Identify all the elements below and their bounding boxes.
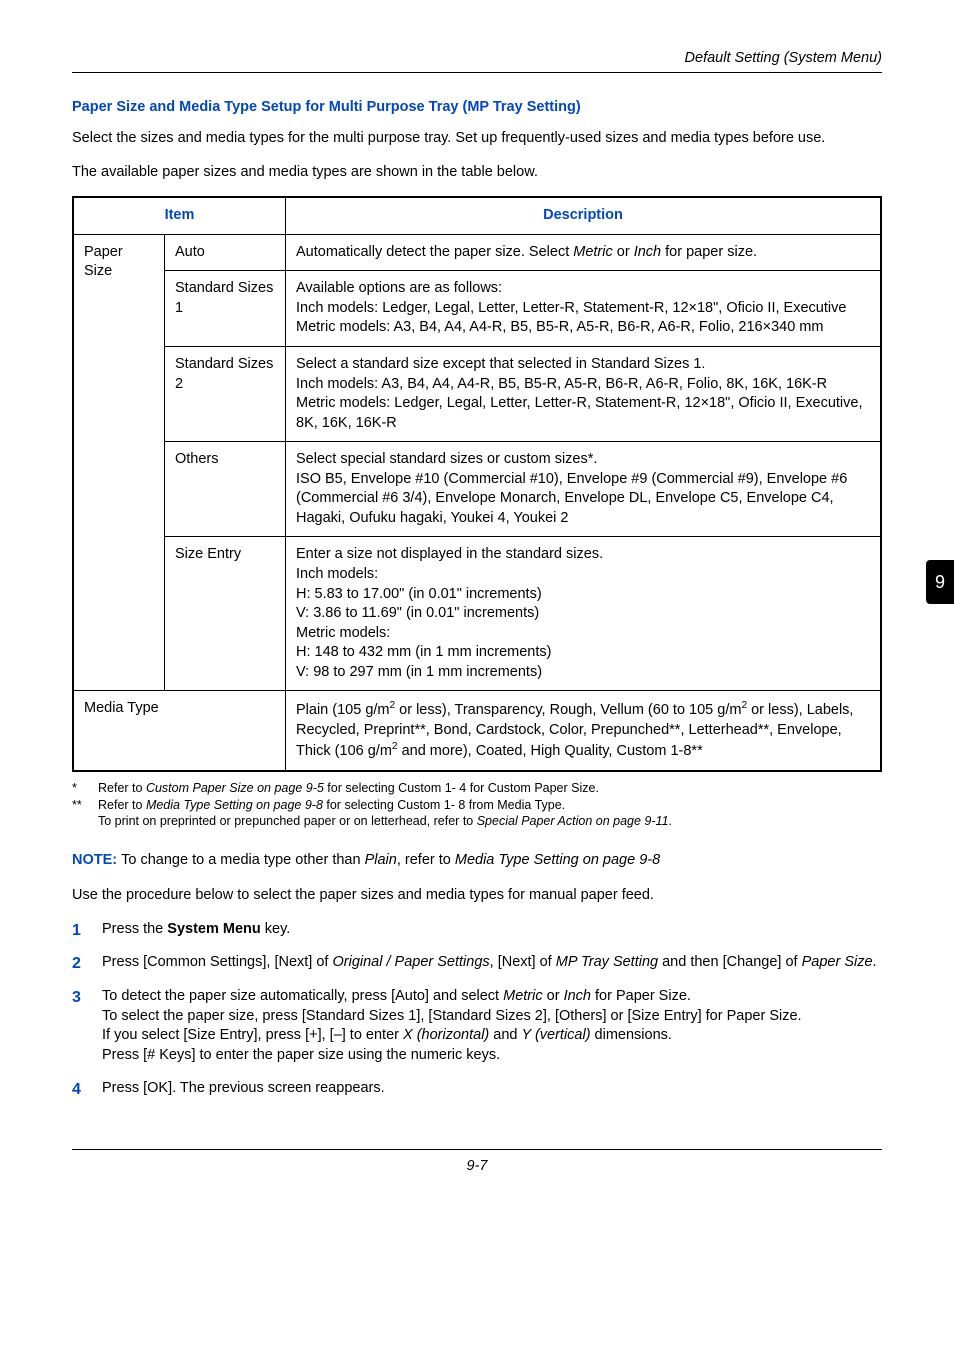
text-italic: Inch [564,988,591,1004]
table-header-row: Item Description [73,197,881,234]
page-number: 9-7 [467,1158,488,1174]
text-italic: X (horizontal) [403,1027,489,1043]
text: Refer to [98,798,146,812]
cell-size-entry-desc: Enter a size not displayed in the standa… [286,537,882,691]
text-italic: Custom Paper Size on page 9-5 [146,781,324,795]
paper-size-table: Item Description Paper Size Auto Automat… [72,196,882,772]
note-label: NOTE: [72,852,121,868]
table-row: Size Entry Enter a size not displayed in… [73,537,881,691]
cell-std2: Standard Sizes 2 [165,346,286,441]
footnote-row: * Refer to Custom Paper Size on page 9-5… [72,780,882,797]
footnote-mark: ** [72,797,98,814]
text: . [873,954,877,970]
text-italic: Media Type Setting on page 9-8 [455,852,660,868]
text-bold: System Menu [167,921,260,937]
text: Press the [102,921,167,937]
table-row: Media Type Plain (105 g/m2 or less), Tra… [73,691,881,771]
footnote-row: To print on preprinted or prepunched pap… [72,813,882,830]
cell-media-type-desc: Plain (105 g/m2 or less), Transparency, … [286,691,882,771]
text: and [489,1027,521,1043]
text-italic: Original / Paper Settings [332,954,489,970]
step-2: Press [Common Settings], [Next] of Origi… [72,953,882,973]
text: and then [Change] of [658,954,802,970]
text: . [669,814,672,828]
text: To print on preprinted or prepunched pap… [98,814,477,828]
text: , [Next] of [490,954,556,970]
cell-std1: Standard Sizes 1 [165,271,286,347]
text-italic: Metric [573,244,612,260]
cell-others-desc: Select special standard sizes or custom … [286,442,882,537]
text: for selecting Custom 1- 8 from Media Typ… [323,798,565,812]
table-header-description: Description [286,197,882,234]
text: or less), Transparency, Rough, Vellum (6… [395,702,741,718]
cell-std2-desc: Select a standard size except that selec… [286,346,882,441]
page-content: Default Setting (System Menu) Paper Size… [0,0,954,1224]
footnote-mark: * [72,780,98,797]
footnote-text: To print on preprinted or prepunched pap… [98,813,672,830]
intro-paragraph-2: The available paper sizes and media type… [72,163,882,183]
table-header-item: Item [73,197,286,234]
text-italic: Metric [503,988,542,1004]
text-italic: Media Type Setting on page 9-8 [146,798,323,812]
text: for selecting Custom 1- 4 for Custom Pap… [324,781,599,795]
cell-others: Others [165,442,286,537]
running-head: Default Setting (System Menu) [72,50,882,66]
cell-media-type: Media Type [73,691,286,771]
text-italic: Y (vertical) [522,1027,591,1043]
table-row: Others Select special standard sizes or … [73,442,881,537]
text: and more), Coated, High Quality, Custom … [398,743,703,759]
text: or [543,988,564,1004]
step-4: Press [OK]. The previous screen reappear… [72,1079,882,1099]
cell-auto: Auto [165,234,286,271]
text-italic: Inch [634,244,661,260]
text: To select the paper size, press [Standar… [102,1008,802,1024]
step-3: To detect the paper size automatically, … [72,987,882,1065]
cell-size-entry: Size Entry [165,537,286,691]
footnote-row: ** Refer to Media Type Setting on page 9… [72,797,882,814]
footnotes: * Refer to Custom Paper Size on page 9-5… [72,780,882,831]
table-row: Standard Sizes 2 Select a standard size … [73,346,881,441]
text: or [613,244,634,260]
text-italic: Paper Size [802,954,873,970]
table-row: Standard Sizes 1 Available options are a… [73,271,881,347]
text: Automatically detect the paper size. Sel… [296,244,573,260]
text-italic: Plain [365,852,397,868]
step-1: Press the System Menu key. [72,920,882,940]
text: Refer to [98,781,146,795]
text: for Paper Size. [591,988,691,1004]
chapter-tab-number: 9 [935,572,945,593]
cell-auto-desc: Automatically detect the paper size. Sel… [286,234,882,271]
footnote-text: Refer to Media Type Setting on page 9-8 … [98,797,565,814]
footnote-mark [72,813,98,830]
text: Press [# Keys] to enter the paper size u… [102,1047,500,1063]
text: dimensions. [591,1027,672,1043]
cell-std1-desc: Available options are as follows: Inch m… [286,271,882,347]
note: NOTE: To change to a media type other th… [72,852,882,868]
text: To detect the paper size automatically, … [102,988,503,1004]
text: for paper size. [661,244,757,260]
text: key. [261,921,291,937]
steps-list: Press the System Menu key. Press [Common… [72,920,882,1099]
text: Plain (105 g/m [296,702,390,718]
cell-paper-size: Paper Size [73,234,165,691]
text: To change to a media type other than [121,852,364,868]
chapter-tab: 9 [926,560,954,604]
note-rest: To change to a media type other than Pla… [121,852,660,868]
text: Press [Common Settings], [Next] of [102,954,332,970]
text-italic: Special Paper Action on page 9-11 [477,814,669,828]
text: , refer to [397,852,455,868]
section-title: Paper Size and Media Type Setup for Mult… [72,99,882,115]
text: If you select [Size Entry], press [+], [… [102,1027,403,1043]
head-rule [72,72,882,73]
text-italic: MP Tray Setting [556,954,658,970]
intro-paragraph-1: Select the sizes and media types for the… [72,129,882,149]
page-footer: 9-7 [72,1149,882,1174]
footnote-text: Refer to Custom Paper Size on page 9-5 f… [98,780,599,797]
table-row: Paper Size Auto Automatically detect the… [73,234,881,271]
after-note-paragraph: Use the procedure below to select the pa… [72,886,882,906]
